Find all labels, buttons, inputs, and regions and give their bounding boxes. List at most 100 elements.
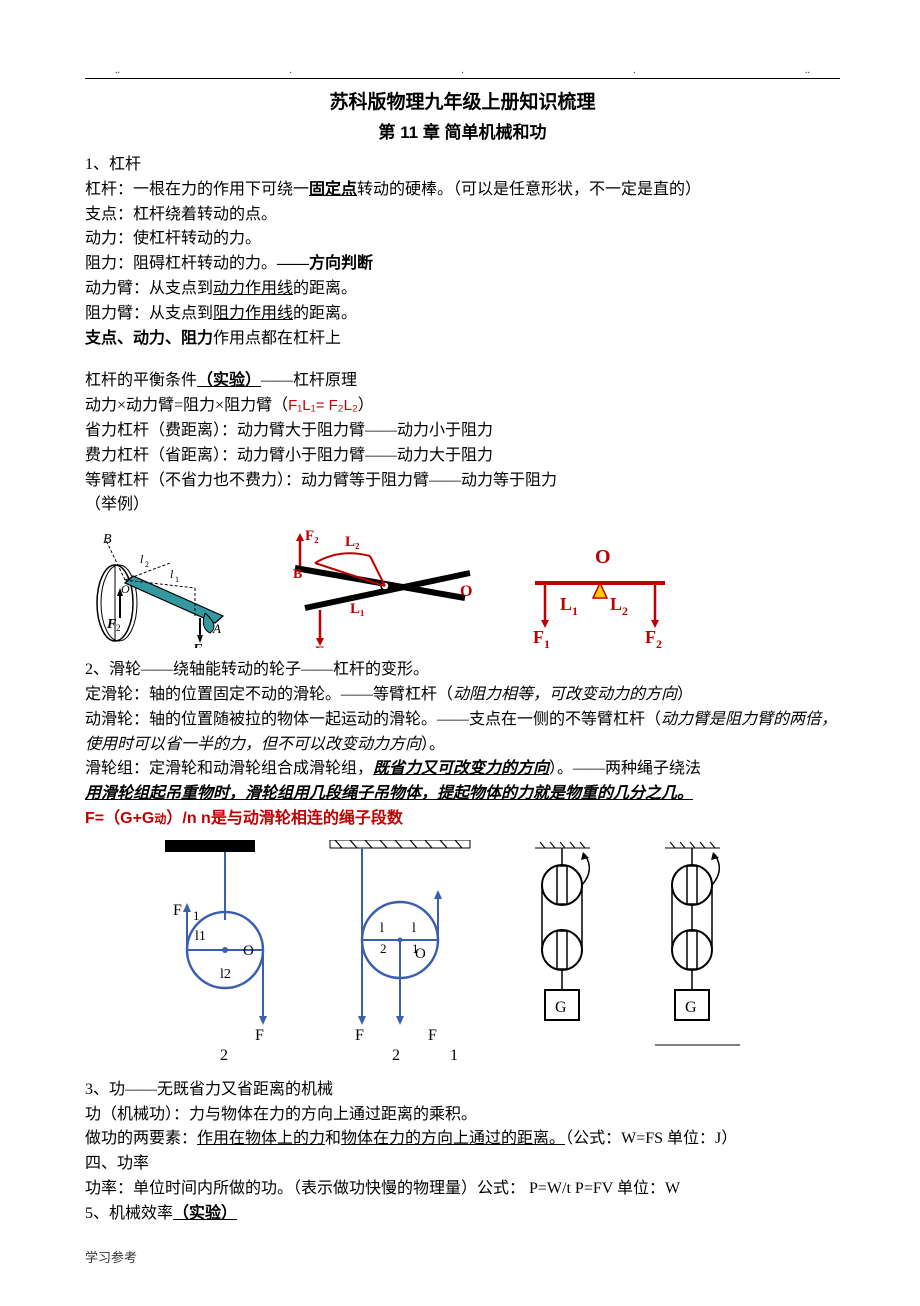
- label-l1: l1: [195, 929, 206, 944]
- svg-text:l: l: [412, 921, 416, 936]
- diagram-movable-pulley: l l 2 1 O F F 2 1: [320, 840, 480, 1070]
- formula: F=（G+G: [85, 810, 154, 827]
- label-F: F: [428, 1027, 437, 1044]
- text: 阻力：阻碍杠杆转动的力。: [85, 255, 277, 272]
- formula: ）/n n是与动滑轮相连的绳子段数: [166, 810, 402, 827]
- label-l2: l2: [220, 967, 231, 982]
- dot: .: [633, 65, 636, 76]
- text: ）。——两种绳子绕法: [549, 760, 701, 777]
- diagram-shovel: B O A F 2 F 1 l 2 l 1: [85, 528, 245, 648]
- text: （公式：W=FS 单位：J）: [565, 1130, 737, 1147]
- label-A: A: [212, 621, 221, 636]
- text-emph: （实验）: [173, 1205, 237, 1222]
- text: 的距离。: [293, 305, 357, 322]
- label-2: 2: [380, 941, 387, 956]
- text: 费力杠杆（省距离）：动力臂小于阻力臂——动力大于阻力: [85, 444, 840, 469]
- header-rule: .. . . . ..: [85, 65, 840, 79]
- label-G: G: [685, 999, 697, 1016]
- diagram-pulley-system-1: G: [515, 840, 610, 1060]
- label-L1: L1: [560, 594, 578, 618]
- text-emph: （实验）: [197, 372, 261, 389]
- diagram-pulley-system-2: G: [645, 840, 740, 1060]
- text: 转动的硬棒。（可以是任意形状，不一定是直的）: [357, 181, 701, 198]
- pulley-diagrams: F l1 l2 O 1 F 2: [135, 840, 840, 1070]
- text: 作用点都在杠杆上: [213, 330, 341, 347]
- text-emph: ——方向判断: [277, 255, 373, 272]
- text: 功（机械功）：力与物体在力的方向上通过距离的乘积。: [85, 1103, 840, 1128]
- dot: .: [289, 65, 292, 76]
- text: ）: [358, 397, 374, 414]
- label-l2s: 2: [145, 560, 149, 569]
- section-1: 1、杠杆 杠杆：一根在力的作用下可绕一固定点转动的硬棒。（可以是任意形状，不一定…: [85, 153, 840, 351]
- label-sub1: 1: [193, 908, 200, 923]
- text: 四、功率: [85, 1152, 840, 1177]
- text-emph: 固定点: [309, 181, 357, 198]
- text: 支点：杠杆绕着转动的点。: [85, 203, 840, 228]
- text: 动滑轮：轴的位置随被拉的物体一起运动的滑轮。——支点在一侧的不等臂杠杆（: [85, 711, 661, 728]
- label-O: O: [243, 943, 254, 959]
- text: 5、机械效率: [85, 1205, 173, 1222]
- label-B: B: [103, 532, 112, 547]
- text: 功率：单位时间内所做的功。（表示做功快慢的物理量）公式： P=W/t P=FV …: [85, 1177, 840, 1202]
- heading: 2、滑轮——绕轴能转动的轮子——杠杆的变形。: [85, 658, 840, 683]
- text-emph: 动阻力相等，可改变动力的方向: [453, 686, 677, 703]
- text: 和: [325, 1130, 341, 1147]
- label-O: O: [415, 946, 426, 962]
- text: 等臂杠杆（不省力也不费力）：动力臂等于阻力臂——动力等于阻力: [85, 469, 840, 494]
- label-F: F: [355, 1027, 364, 1044]
- text-emph: 物体在力的方向上通过的距离。: [341, 1130, 565, 1147]
- text: 杠杆的平衡条件: [85, 372, 197, 389]
- text: 动力×动力臂=阻力×阻力臂（: [85, 397, 288, 414]
- diagram-fixed-pulley: F l1 l2 O 1 F 2: [135, 840, 285, 1070]
- text: （举例）: [85, 493, 840, 518]
- label-B: B: [293, 567, 302, 582]
- text: 阻力臂：从支点到: [85, 305, 213, 322]
- page-title: 苏科版物理九年级上册知识梳理: [85, 87, 840, 114]
- label-L2: L2: [610, 594, 628, 618]
- label-2: 2: [392, 1047, 400, 1064]
- chapter-title: 第 11 章 简单机械和功: [85, 118, 840, 143]
- label-G: G: [555, 999, 567, 1016]
- label-2: 2: [220, 1047, 228, 1064]
- dot: ..: [805, 65, 810, 76]
- label-F2s: 2: [116, 623, 121, 633]
- text-emph: 既省力又可改变力的方向: [373, 760, 549, 777]
- label-F1: F₁: [315, 644, 329, 648]
- label-l2: l: [140, 552, 144, 566]
- lever-diagrams: B O A F 2 F 1 l 2 l 1: [85, 528, 840, 648]
- text: 动力：使杠杆转动的力。: [85, 227, 840, 252]
- section-4: 3、功——无既省力又省距离的机械 功（机械功）：力与物体在力的方向上通过距离的乘…: [85, 1078, 840, 1227]
- label-F1: F: [173, 902, 182, 919]
- text-emph: 用滑轮组起吊重物时，滑轮组用几段绳子吊物体，提起物体的力就是物重的几分之几。: [85, 782, 840, 807]
- formula: F₁L₁= F₂L₂: [288, 397, 358, 414]
- label-O: O: [121, 582, 130, 596]
- footer: 学习参考: [85, 1247, 840, 1266]
- text: 省力杠杆（费距离）：动力臂大于阻力臂——动力小于阻力: [85, 419, 840, 444]
- label-l1s: 1: [175, 575, 179, 584]
- dot: ..: [115, 65, 120, 76]
- text: 做功的两要素：: [85, 1130, 197, 1147]
- label-l1: l: [170, 567, 174, 581]
- text-emph: 动力作用线: [213, 280, 293, 297]
- label-F2: F2: [645, 627, 662, 648]
- diagram-balance: O F1 F2 L1 L2: [515, 538, 685, 648]
- diagram-scissors: B O F₂ F₁ L₂ L₁: [275, 528, 485, 648]
- label-O: O: [595, 546, 611, 568]
- label-F2: F₂: [305, 528, 319, 544]
- text: 滑轮组：定滑轮和动滑轮组合成滑轮组，: [85, 760, 373, 777]
- label-L2: L₂: [345, 534, 360, 550]
- text: ）。: [421, 736, 445, 753]
- formula-sub: 动: [154, 812, 166, 826]
- text: ——杠杆原理: [261, 372, 357, 389]
- label-O: O: [460, 583, 472, 600]
- text: ）: [677, 686, 693, 703]
- svg-text:l: l: [380, 921, 384, 936]
- section-2: 杠杆的平衡条件（实验）——杠杆原理 动力×动力臂=阻力×阻力臂（F₁L₁= F₂…: [85, 369, 840, 518]
- text-emph: 作用在物体上的力: [197, 1130, 325, 1147]
- text-emph: 阻力作用线: [213, 305, 293, 322]
- heading: 3、功——无既省力又省距离的机械: [85, 1078, 840, 1103]
- section-3: 2、滑轮——绕轴能转动的轮子——杠杆的变形。 定滑轮：轴的位置固定不动的滑轮。—…: [85, 658, 840, 832]
- text-emph: 支点、动力、阻力: [85, 330, 213, 347]
- text: 的距离。: [293, 280, 357, 297]
- label-F1: F1: [533, 627, 550, 648]
